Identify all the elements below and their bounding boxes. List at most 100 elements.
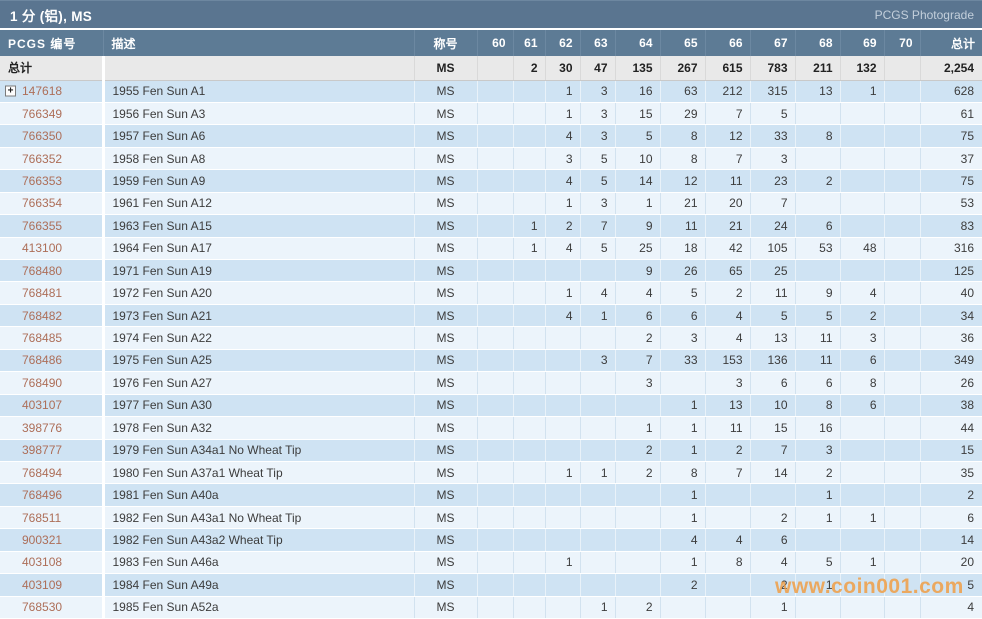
grade-cell: 15 [615, 102, 661, 126]
grade-cell: 53 [795, 237, 841, 261]
table-row: 413100 1964 Fen Sun A17 MS 1 4 5 25 18 42 105 53 48… [0, 237, 982, 261]
grade-cell: 4 [750, 551, 796, 575]
designation-cell: MS [414, 192, 478, 216]
grade-cell [840, 596, 885, 619]
grade-cell: 4 [705, 304, 751, 328]
total-cell: 38 [920, 394, 982, 418]
grade-cell: 315 [750, 80, 796, 103]
pcgs-number-cell: 768480 [0, 259, 105, 283]
pcgs-number-cell: 768494 [0, 461, 105, 485]
grade-cell [513, 326, 546, 350]
grade-cell [615, 394, 661, 418]
grade-cell: 26 [660, 259, 706, 283]
grade-cell [884, 102, 921, 126]
grade-cell: 1 [795, 573, 841, 597]
pcgs-number: 403109 [22, 577, 63, 592]
description-cell: 1964 Fen Sun A17 [103, 237, 415, 261]
pcgs-number: 766354 [22, 196, 63, 211]
grade-cell: 4 [580, 281, 616, 305]
grade-cell: 5 [580, 147, 616, 171]
pcgs-number: 766352 [22, 151, 63, 166]
grade-cell: 1 [795, 483, 841, 507]
grade-cell [477, 169, 514, 193]
column-header-grade-66: 66 [705, 30, 751, 56]
grade-cell [477, 551, 514, 575]
grade-cell [477, 349, 514, 373]
grade-cell [513, 304, 546, 328]
designation-cell: MS [414, 394, 478, 418]
description-cell: 1955 Fen Sun A1 [103, 80, 415, 103]
grade-cell: 4 [545, 124, 581, 148]
grade-cell [840, 259, 885, 283]
grade-cell: 25 [750, 259, 796, 283]
grade-cell: 2 [750, 506, 796, 530]
grade-cell: 2 [660, 573, 706, 597]
grade-cell: 4 [545, 304, 581, 328]
designation-cell: MS [414, 483, 478, 507]
grade-cell: 3 [750, 147, 796, 171]
grade-cell: 7 [705, 461, 751, 485]
grade-cell [580, 573, 616, 597]
grade-cell [884, 483, 921, 507]
population-table: PCGS 编号 描述 称号 60 61 62 63 64 65 66 67 68 69 70 总计 总… [0, 30, 982, 619]
grade-cell: 3 [660, 326, 706, 350]
grade-cell [477, 439, 514, 462]
grade-cell [884, 551, 921, 575]
designation-cell: MS [414, 349, 478, 373]
table-row: 766355 1963 Fen Sun A15 MS 1 2 7 9 11 21 24 6 83 [0, 214, 982, 238]
pcgs-number: 398776 [22, 420, 63, 435]
description-cell: 1961 Fen Sun A12 [103, 192, 415, 216]
grade-cell: 63 [660, 80, 706, 103]
grade-cell [580, 394, 616, 418]
grade-cell [545, 596, 581, 619]
grade-cell [840, 102, 885, 126]
table-row: 766349 1956 Fen Sun A3 MS 1 3 15 29 7 5 61 [0, 102, 982, 126]
grade-cell [477, 259, 514, 283]
grade-cell: 10 [750, 394, 796, 418]
grade-cell [477, 416, 514, 440]
pcgs-number-cell: 413100 [0, 237, 105, 261]
grade-cell: 1 [545, 102, 581, 126]
grade-cell [884, 596, 921, 619]
grade-cell [615, 483, 661, 507]
pcgs-number: 403108 [22, 555, 63, 570]
grade-cell [884, 439, 921, 462]
description-cell: 1983 Fen Sun A46a [103, 551, 415, 575]
table-row: 768486 1975 Fen Sun A25 MS 3 7 33 153 136 11 6 349 [0, 349, 982, 373]
grade-cell [513, 439, 546, 462]
grade-cell [513, 192, 546, 216]
column-header-grade-65: 65 [660, 30, 706, 56]
photograde-link[interactable]: PCGS Photograde [874, 7, 974, 22]
grade-cell: 3 [580, 349, 616, 373]
grade-cell: 1 [660, 416, 706, 440]
grade-cell [580, 326, 616, 350]
total-cell: 15 [920, 439, 982, 462]
column-header-grade-64: 64 [615, 30, 661, 56]
table-row: 403109 1984 Fen Sun A49a MS 2 2 1 5 [0, 573, 982, 597]
grade-cell [884, 573, 921, 597]
description-cell: 1978 Fen Sun A32 [103, 416, 415, 440]
grade-cell [477, 461, 514, 485]
expand-plus-icon[interactable]: + [5, 85, 16, 97]
grade-cell: 6 [840, 394, 885, 418]
grade-cell: 20 [705, 192, 751, 216]
grade-cell [884, 394, 921, 418]
grade-cell [615, 528, 661, 552]
grade-cell: 11 [660, 214, 706, 238]
designation-cell: MS [414, 281, 478, 305]
grade-cell: 1 [513, 237, 546, 261]
description-cell: 1971 Fen Sun A19 [103, 259, 415, 283]
grade-cell: 23 [750, 169, 796, 193]
grade-cell [884, 416, 921, 440]
grade-cell: 7 [750, 192, 796, 216]
designation-cell: MS [414, 147, 478, 171]
grade-cell [580, 528, 616, 552]
grade-cell [513, 506, 546, 530]
grade-cell [840, 169, 885, 193]
grade-cell: 8 [795, 394, 841, 418]
totals-desc-cell [103, 56, 415, 81]
grade-cell: 2 [705, 439, 751, 462]
grade-cell: 8 [660, 461, 706, 485]
description-cell: 1977 Fen Sun A30 [103, 394, 415, 418]
column-header-pcgs-number: PCGS 编号 [0, 30, 104, 56]
